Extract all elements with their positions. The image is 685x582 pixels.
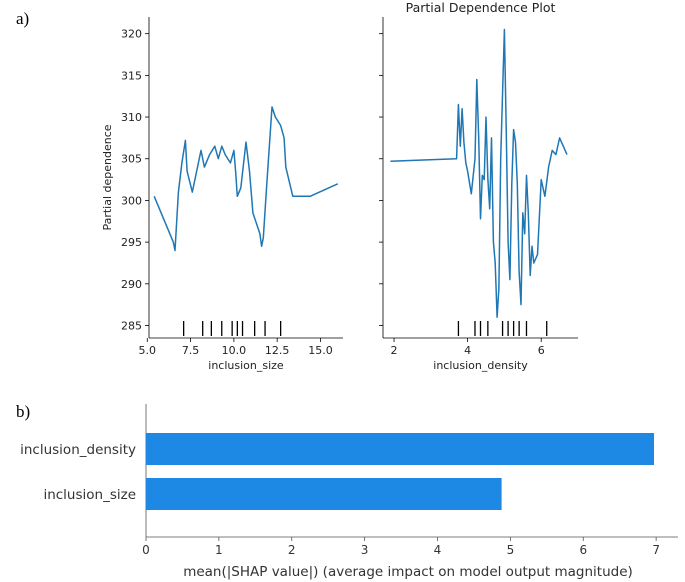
- bar-x-tick-label: 6: [579, 543, 587, 557]
- category-label: inclusion_size: [43, 487, 136, 503]
- right-partial-dependence-plot: 2 4 6 inclusion_density Partial Dependence P…: [379, 0, 578, 372]
- x-tick-label: 7.5: [182, 344, 200, 357]
- x-tick-label: 6: [538, 344, 545, 357]
- partial-dependence-line: [390, 28, 568, 318]
- panel-label-b: b): [16, 402, 30, 421]
- chart-title: Partial Dependence Plot: [406, 0, 556, 15]
- x-axis-label: inclusion_size: [208, 359, 284, 372]
- x-tick-label: 10.0: [222, 344, 247, 357]
- bar-x-tick-label: 1: [215, 543, 223, 557]
- y-tick-label: 315: [121, 69, 142, 82]
- shap-bar: [146, 478, 502, 510]
- y-axis-label: Partial dependence: [101, 124, 114, 230]
- bar-x-tick-label: 2: [288, 543, 296, 557]
- bar-x-tick-label: 5: [507, 543, 515, 557]
- partial-dependence-line: [153, 106, 339, 252]
- panel-label-a: a): [16, 9, 29, 28]
- x-tick-label: 2: [391, 344, 398, 357]
- left-partial-dependence-plot: 5.0 7.5 10.0 12.5 15.0 285 290 295 300 305 310 315 3…: [101, 17, 343, 372]
- y-tick-label: 295: [121, 236, 142, 249]
- y-tick-label: 285: [121, 319, 142, 332]
- y-tick-label: 305: [121, 153, 142, 166]
- category-label: inclusion_density: [20, 442, 136, 458]
- x-axis-label: inclusion_density: [433, 359, 528, 372]
- shap-bar: [146, 433, 654, 465]
- bar-x-tick-label: 4: [434, 543, 442, 557]
- bar-x-tick-label: 3: [361, 543, 369, 557]
- x-tick-label: 4: [464, 344, 471, 357]
- x-tick-label: 15.0: [308, 344, 333, 357]
- bar-x-tick-label: 0: [142, 543, 150, 557]
- y-tick-label: 290: [121, 278, 142, 291]
- y-tick-label: 310: [121, 111, 142, 124]
- y-tick-label: 300: [121, 194, 142, 207]
- shap-bar-plot: inclusion_density inclusion_size 0 1 2 3 4 5 6 7 m…: [20, 404, 678, 580]
- x-tick-label: 12.5: [265, 344, 290, 357]
- bar-x-tick-label: 7: [652, 543, 660, 557]
- y-tick-label: 320: [121, 28, 142, 41]
- bar-x-axis-label: mean(|SHAP value|) (average impact on mo…: [183, 564, 633, 580]
- x-tick-label: 5.0: [139, 344, 157, 357]
